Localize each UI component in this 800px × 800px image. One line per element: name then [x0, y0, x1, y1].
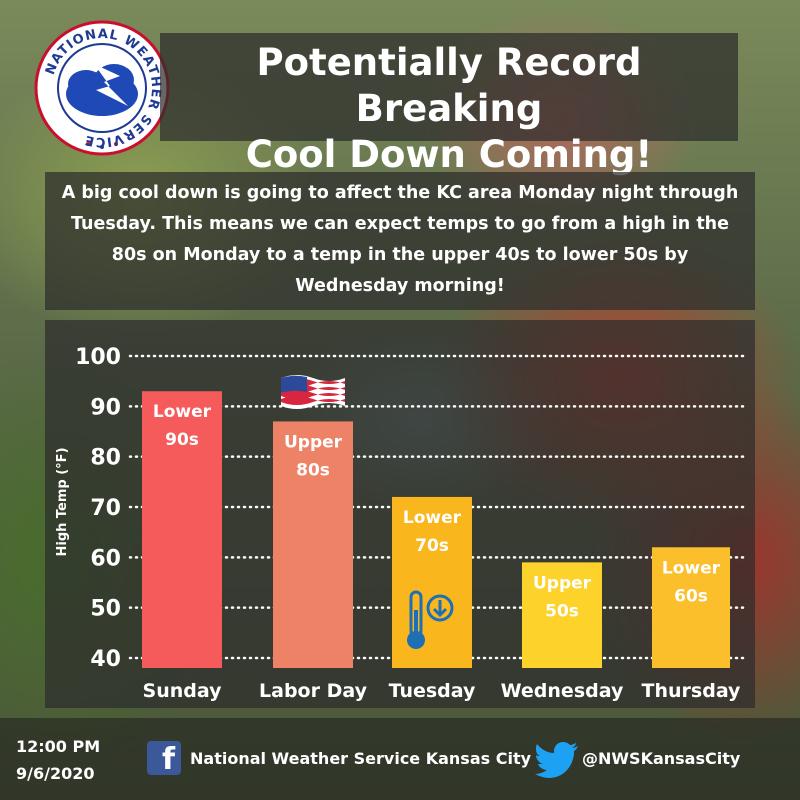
facebook-page-name[interactable]: National Weather Service Kansas City [190, 749, 532, 768]
bar-label: Upper [284, 432, 343, 452]
bar-thursday [652, 547, 730, 668]
twitter-handle[interactable]: @NWSKansasCity [582, 749, 741, 768]
footer-bar [0, 718, 800, 800]
x-tick-label: Sunday [143, 680, 223, 702]
issue-time: 12:00 PM [16, 737, 101, 756]
bar-label: Lower [403, 508, 462, 528]
title-line-1: Potentially Record Breaking [256, 41, 642, 130]
x-tick-label: Wednesday [501, 680, 624, 702]
page-title: Potentially Record Breaking Cool Down Co… [160, 40, 738, 178]
bar-label: 80s [296, 460, 330, 480]
bar-label: Upper [533, 573, 592, 593]
bar-label: 60s [674, 586, 708, 606]
y-axis-label: High Temp (°F) [55, 447, 70, 556]
bar-labor-day [273, 421, 353, 668]
description-panel [45, 172, 755, 310]
bar-label: 50s [545, 601, 579, 621]
facebook-icon[interactable]: f [147, 741, 181, 777]
x-tick-label: Thursday [642, 680, 742, 702]
y-tick-label: 40 [90, 647, 121, 672]
description-text: A big cool down is going to affect the K… [61, 183, 739, 296]
y-tick-label: 90 [90, 395, 121, 420]
bar-tuesday [392, 496, 472, 668]
y-tick-label: 70 [90, 496, 121, 521]
issue-date: 9/6/2020 [16, 764, 95, 783]
x-tick-label: Labor Day [259, 680, 368, 702]
y-tick-label: 50 [90, 597, 121, 622]
bar-label: 70s [415, 536, 449, 556]
bar-wednesday [522, 562, 602, 668]
thermometer-down-icon [407, 590, 454, 649]
title-line-2: Cool Down Coming! [245, 133, 653, 176]
twitter-icon[interactable] [535, 742, 579, 778]
y-tick-label: 80 [90, 446, 121, 471]
y-tick-label: 60 [90, 546, 121, 571]
american-flag-icon [281, 375, 345, 409]
bar-label: Lower [153, 402, 212, 422]
y-tick-label: 100 [75, 345, 121, 370]
bar-sunday [142, 391, 222, 668]
x-tick-label: Tuesday [389, 680, 476, 702]
title-panel [160, 33, 738, 141]
bar-label: Lower [662, 558, 721, 578]
bar-label: 90s [165, 430, 199, 450]
